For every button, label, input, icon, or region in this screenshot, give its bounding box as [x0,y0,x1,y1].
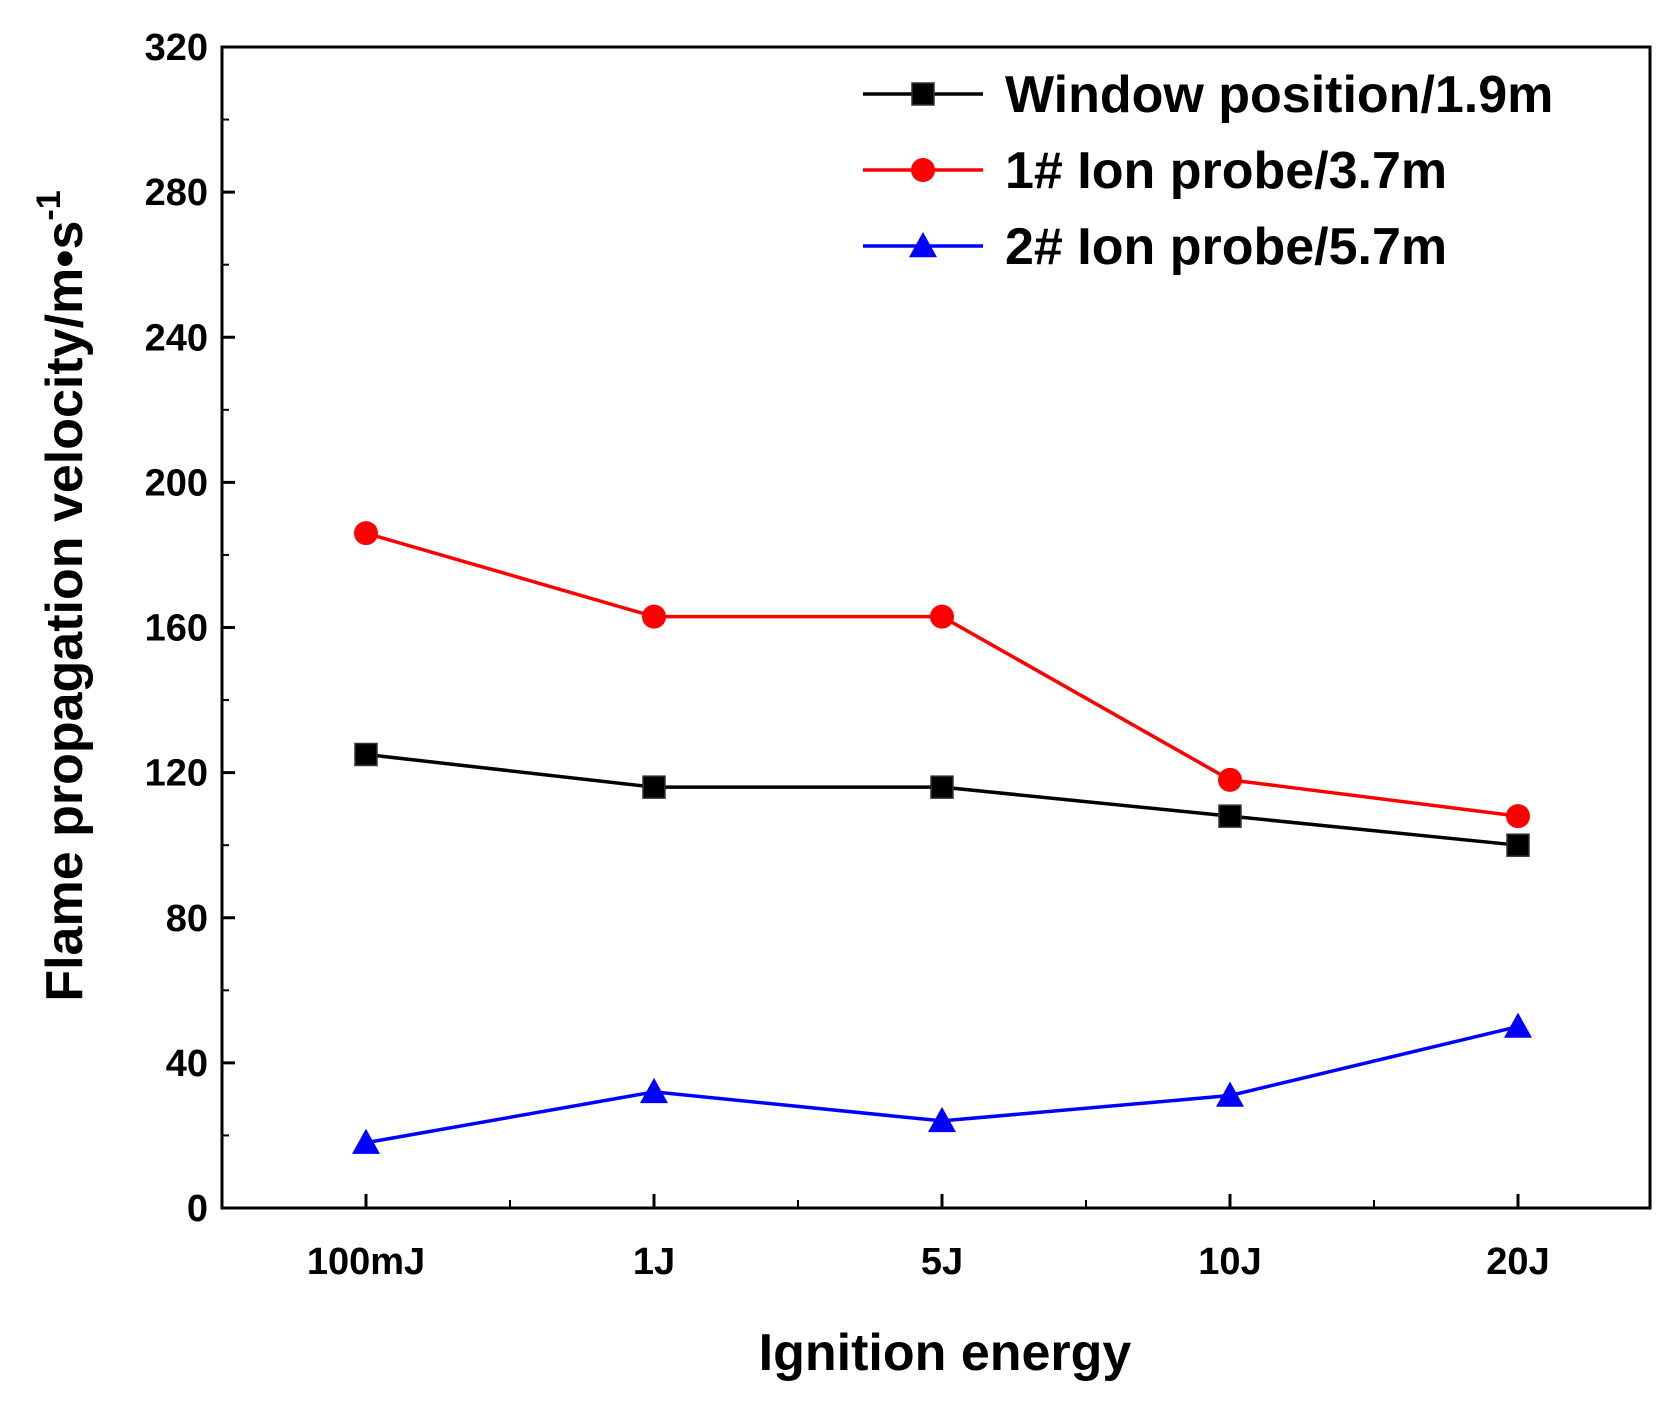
data-point [928,1106,956,1133]
data-point [1218,767,1242,792]
legend-entry-3: 2# Ion probe/5.7m [863,218,1447,276]
legend-marker [911,82,935,106]
y-tick-label: 40 [166,1043,208,1085]
y-axis-title-main: Flame propagation velocity/m•s [36,221,94,1002]
data-point [640,1077,668,1104]
y-tick-label: 320 [145,27,208,69]
legend: Window position/1.9m 1# Ion probe/3.7m 2# … [863,66,1553,276]
data-point [930,775,954,799]
y-tick-label: 280 [145,172,208,214]
series-1 [354,742,1530,857]
x-tick-label: 100mJ [307,1241,425,1283]
legend-label: Window position/1.9m [1005,66,1553,124]
data-point [1506,804,1530,829]
data-point [1504,1012,1532,1038]
x-axis-title: Ignition energy [759,1324,1132,1382]
x-axis: 100mJ 1J 5J 10J 20J [307,1194,1550,1283]
series-2 [354,521,1530,829]
data-point [1216,1081,1244,1107]
y-axis: 0 40 80 120 160 200 240 280 320 [145,27,235,1230]
x-tick-label: 5J [921,1241,963,1283]
y-tick-label: 200 [145,462,208,504]
data-point [642,604,666,629]
legend-label: 2# Ion probe/5.7m [1005,218,1447,276]
data-point [354,742,378,767]
y-tick-label: 240 [145,317,208,359]
data-point [1506,833,1530,857]
y-tick-label: 120 [145,753,208,795]
legend-entry-2: 1# Ion probe/3.7m [863,142,1447,200]
y-axis-title-superscript: -1 [30,190,68,220]
y-tick-label: 0 [187,1188,208,1230]
x-tick-label: 1J [633,1241,675,1283]
legend-label: 1# Ion probe/3.7m [1005,142,1447,200]
data-point [352,1128,380,1154]
data-point [1218,804,1242,828]
legend-marker [909,232,937,258]
series-layer [352,521,1532,1154]
x-tick-label: 20J [1486,1241,1549,1283]
y-axis-title: Flame propagation velocity/m•s-1 [30,190,94,1001]
legend-entry-1: Window position/1.9m [863,66,1553,124]
legend-marker [911,158,935,182]
series-line [365,752,1519,847]
y-tick-label: 80 [166,898,208,940]
data-point [354,521,378,546]
x-tick-label: 10J [1198,1241,1261,1283]
data-point [930,604,954,629]
y-tick-label: 160 [145,608,208,650]
data-point [642,775,666,799]
series-3 [352,1012,1532,1154]
